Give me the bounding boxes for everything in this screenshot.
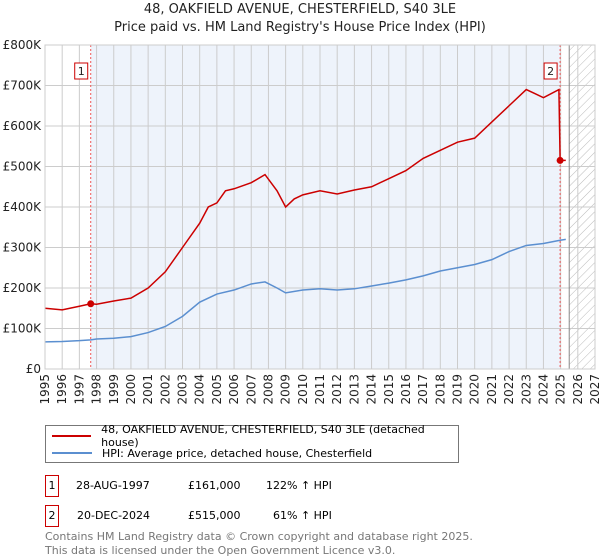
x-tick-label: 2001: [141, 374, 155, 405]
x-tick-label: 2021: [485, 374, 499, 405]
x-tick-label: 2013: [347, 374, 361, 405]
x-tick-label: 2010: [296, 374, 310, 405]
x-tick-label: 2026: [571, 374, 585, 405]
series-line: [44, 238, 566, 343]
y-tick-label: £0: [26, 362, 41, 376]
sale-price: £515,000: [188, 509, 241, 522]
sale-hpi: 122% ↑ HPI: [266, 479, 332, 492]
x-tick-label: 2027: [588, 374, 600, 405]
plot-area: 1995 1996 1997 1998 1999 2000 2001 2002 2003 2004…: [3, 38, 600, 405]
sale-point: [87, 300, 95, 308]
x-tick-label: 2025: [554, 374, 568, 405]
x-tick-label: 2016: [399, 374, 413, 405]
sale-badge: 2: [45, 505, 59, 527]
x-tick-label: 2023: [519, 374, 533, 405]
x-tick-label: 2019: [451, 374, 465, 405]
sale-label: 1: [78, 65, 85, 78]
sale-badge: 1: [45, 475, 59, 497]
x-tick-label: 2008: [261, 374, 275, 405]
x-tick-label: 2003: [176, 374, 190, 405]
x-tick-label: 2009: [279, 374, 293, 405]
x-tick-label: 2011: [313, 374, 327, 405]
x-tick-label: 2022: [502, 374, 516, 405]
y-tick-label: £300K: [3, 241, 43, 255]
x-tick-label: 2005: [210, 374, 224, 405]
sale-point: [556, 156, 564, 164]
sale-price: £161,000: [188, 479, 241, 492]
y-tick-label: £800K: [3, 38, 43, 52]
chart-title: 48, OAKFIELD AVENUE, CHESTERFIELD, S40 3…: [143, 2, 457, 17]
legend: 48, OAKFIELD AVENUE, CHESTERFIELD, S40 3…: [45, 423, 459, 463]
x-tick-label: 2006: [227, 374, 241, 405]
sale-row: 2 20-DEC-2024 £515,000 61% ↑ HPI: [45, 505, 445, 527]
series-line: [44, 88, 566, 311]
x-tick-label: 2020: [468, 374, 482, 405]
sale-date: 20-DEC-2024: [77, 509, 151, 522]
x-tick-label: 2024: [536, 374, 550, 405]
legend-swatch-hpi: [52, 452, 92, 454]
x-tick-label: 1998: [90, 374, 104, 405]
legend-swatch-property: [52, 435, 92, 437]
x-tick-label: 2004: [193, 374, 207, 405]
legend-label-hpi: HPI: Average price, detached house, Ches…: [102, 446, 373, 460]
x-tick-label: 1995: [38, 374, 52, 405]
x-tick-label: 2014: [365, 374, 379, 405]
sale-label: 2: [547, 65, 554, 78]
x-tick-label: 2018: [433, 374, 447, 405]
x-tick-label: 2007: [244, 374, 258, 405]
y-tick-label: £600K: [3, 119, 43, 133]
x-tick-label: 2000: [124, 374, 138, 405]
y-tick-label: £700K: [3, 79, 43, 93]
sale-hpi: 61% ↑ HPI: [273, 509, 332, 522]
sale-row: 1 28-AUG-1997 £161,000 122% ↑ HPI: [45, 475, 445, 497]
y-tick-label: £100K: [3, 322, 43, 336]
x-tick-label: 1996: [55, 374, 69, 405]
x-tick-label: 2012: [330, 374, 344, 405]
legend-label-property: 48, OAKFIELD AVENUE, CHESTERFIELD, S40 3…: [101, 423, 425, 449]
sale-label-box: [543, 62, 558, 80]
x-tick-label: 1999: [107, 374, 121, 405]
chart-subtitle: Price paid vs. HM Land Registry's House …: [114, 20, 486, 35]
y-tick-label: £400K: [3, 200, 43, 214]
footer-copyright: Contains HM Land Registry data © Crown c…: [45, 530, 473, 543]
x-tick-label: 2002: [158, 374, 172, 405]
footer-licence: This data is licensed under the Open Gov…: [45, 544, 396, 557]
plot-border: [44, 44, 596, 370]
sale-label-box: [74, 62, 89, 80]
x-tick-label: 1997: [72, 374, 86, 405]
sale-date: 28-AUG-1997: [76, 479, 150, 492]
x-tick-label: 2015: [382, 374, 396, 405]
y-tick-label: £200K: [3, 281, 43, 295]
y-tick-label: £500K: [3, 160, 43, 174]
x-tick-label: 2017: [416, 374, 430, 405]
